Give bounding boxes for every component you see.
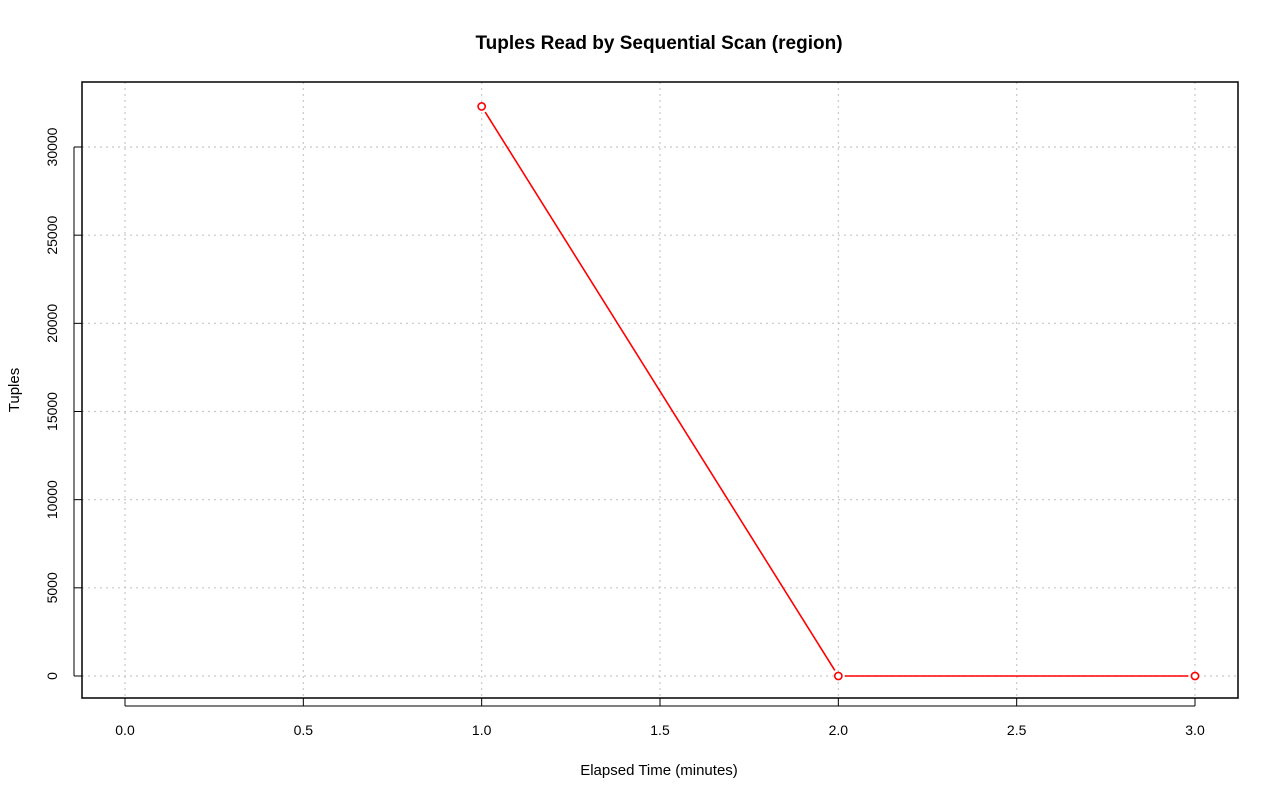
chart-title: Tuples Read by Sequential Scan (region) <box>475 33 842 54</box>
data-point <box>833 671 843 681</box>
y-axis-label: Tuples <box>6 368 23 412</box>
data-point <box>477 102 487 111</box>
x-tick-label: 2.0 <box>829 722 849 738</box>
y-tick-label: 30000 <box>44 127 60 166</box>
x-tick-label: 0.5 <box>294 722 314 738</box>
data-point <box>1190 671 1200 681</box>
grid-layer <box>82 82 1238 698</box>
y-tick-label: 25000 <box>44 215 60 254</box>
x-axis-label: Elapsed Time (minutes) <box>580 762 738 779</box>
y-tick-label: 15000 <box>44 392 60 431</box>
y-tick-label: 10000 <box>44 480 60 519</box>
series-layer <box>477 102 1200 681</box>
y-tick-label: 5000 <box>44 572 60 603</box>
y-tick-label: 0 <box>44 672 60 680</box>
x-tick-label: 1.5 <box>650 722 670 738</box>
series-line-segment <box>484 111 836 671</box>
axis-layer: 0.0 0.5 1.0 1.5 2.0 2.5 3.0 0 5000 10000 15000 2000… <box>44 127 1205 738</box>
x-tick-label: 1.0 <box>472 722 492 738</box>
x-tick-label: 2.5 <box>1007 722 1027 738</box>
x-tick-label: 0.0 <box>115 722 135 738</box>
x-tick-label: 3.0 <box>1185 722 1205 738</box>
y-tick-label: 20000 <box>44 304 60 343</box>
